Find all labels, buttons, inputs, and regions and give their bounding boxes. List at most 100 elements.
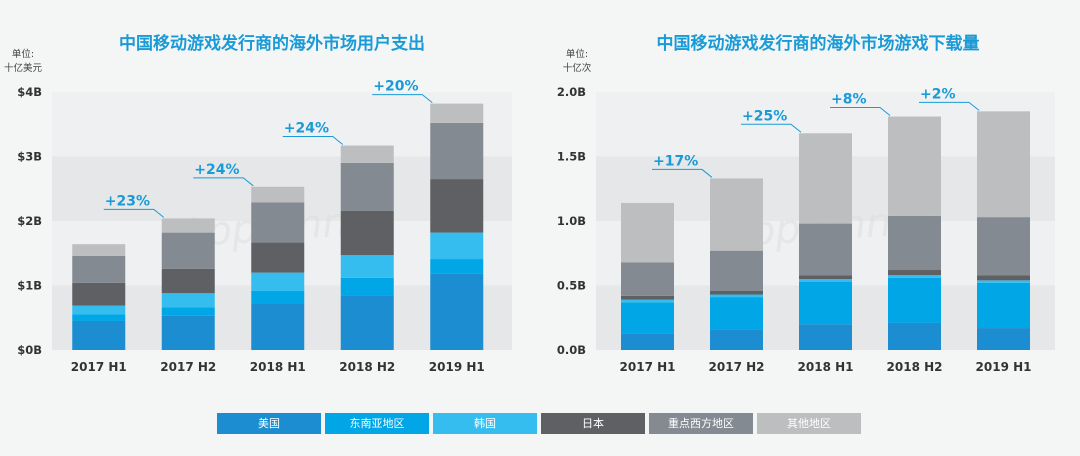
downloads-bar-us-3 bbox=[888, 322, 941, 350]
downloads-bar-southeast-asia-2 bbox=[799, 281, 852, 325]
downloads-bar-korea-3 bbox=[888, 275, 941, 278]
spend-category-label: 2018 H1 bbox=[250, 360, 306, 374]
downloads-bar-japan-2 bbox=[799, 275, 852, 280]
spend-growth-label: +23% bbox=[105, 193, 150, 209]
downloads-unit-label: 单位: bbox=[566, 48, 588, 60]
downloads-bar-southeast-asia-4 bbox=[977, 282, 1030, 329]
spend-unit-label: 单位: bbox=[12, 48, 34, 60]
spend-bar-southeast-asia-0 bbox=[72, 314, 126, 321]
legend-item-japan: 日本 bbox=[541, 413, 645, 434]
downloads-bar-japan-4 bbox=[977, 275, 1030, 281]
spend-bar-western-1 bbox=[161, 232, 215, 269]
downloads-category-label: 2018 H2 bbox=[887, 360, 943, 374]
downloads-bar-us-0 bbox=[621, 333, 674, 350]
downloads-bar-other-1 bbox=[710, 178, 763, 251]
spend-bar-southeast-asia-4 bbox=[430, 259, 484, 274]
spend-bar-korea-4 bbox=[430, 232, 484, 260]
downloads-bar-western-3 bbox=[888, 215, 941, 271]
spend-ytick-label: $2B bbox=[17, 214, 42, 228]
downloads-bar-us-1 bbox=[710, 329, 763, 350]
spend-bar-southeast-asia-2 bbox=[251, 290, 305, 304]
downloads-growth-label: +25% bbox=[742, 108, 787, 124]
downloads-growth-leader bbox=[830, 107, 891, 116]
spend-bar-western-4 bbox=[430, 122, 484, 180]
spend-bar-other-4 bbox=[430, 103, 484, 123]
spend-bar-us-4 bbox=[430, 273, 484, 350]
spend-growth-leader bbox=[372, 94, 433, 104]
legend-item-korea: 韩国 bbox=[433, 413, 537, 434]
spend-bar-korea-2 bbox=[251, 272, 305, 291]
spend-bar-other-1 bbox=[161, 218, 215, 233]
spend-growth-label: +24% bbox=[194, 162, 239, 178]
downloads-bar-western-2 bbox=[799, 223, 852, 276]
spend-ytick-label: $3B bbox=[17, 150, 42, 164]
spend-bar-southeast-asia-3 bbox=[340, 277, 394, 296]
downloads-bar-japan-0 bbox=[621, 295, 674, 300]
spend-category-label: 2018 H2 bbox=[339, 360, 395, 374]
downloads-category-label: 2018 H1 bbox=[798, 360, 854, 374]
spend-category-label: 2019 H1 bbox=[429, 360, 485, 374]
downloads-category-label: 2017 H1 bbox=[620, 360, 676, 374]
spend-bar-japan-0 bbox=[72, 282, 126, 306]
legend: 美国 东南亚地区 韩国 日本 重点西方地区 其他地区 bbox=[217, 413, 861, 434]
spend-chart-title: 中国移动游戏发行商的海外市场用户支出 bbox=[119, 33, 425, 54]
spend-bar-japan-1 bbox=[161, 268, 215, 294]
downloads-bar-japan-1 bbox=[710, 290, 763, 295]
spend-ytick-label: $1B bbox=[17, 279, 42, 293]
downloads-bar-korea-1 bbox=[710, 294, 763, 298]
downloads-bar-korea-4 bbox=[977, 280, 1030, 283]
spend-ytick-label: $4B bbox=[17, 85, 42, 99]
downloads-ytick-label: 2.0B bbox=[557, 85, 586, 99]
spend-bar-us-1 bbox=[161, 315, 215, 350]
spend-bar-japan-2 bbox=[251, 242, 305, 273]
spend-bar-other-2 bbox=[251, 186, 305, 203]
downloads-ytick-label: 0.0B bbox=[557, 343, 586, 357]
spend-growth-leader bbox=[193, 177, 254, 187]
legend-item-western-regions: 重点西方地区 bbox=[649, 413, 753, 434]
downloads-growth-leader bbox=[741, 123, 802, 133]
spend-bar-japan-3 bbox=[340, 210, 394, 256]
downloads-chart-title: 中国移动游戏发行商的海外市场游戏下载量 bbox=[657, 33, 980, 54]
downloads-bar-japan-3 bbox=[888, 270, 941, 276]
spend-growth-label: +20% bbox=[373, 79, 418, 95]
downloads-bar-southeast-asia-1 bbox=[710, 297, 763, 330]
spend-bar-southeast-asia-1 bbox=[161, 307, 215, 316]
downloads-growth-label: +17% bbox=[653, 153, 698, 169]
spend-bar-korea-0 bbox=[72, 305, 126, 315]
downloads-bar-southeast-asia-3 bbox=[888, 277, 941, 323]
spend-growth-leader bbox=[103, 208, 165, 218]
legend-item-us: 美国 bbox=[217, 413, 321, 434]
spend-category-label: 2017 H1 bbox=[71, 360, 127, 374]
spend-bar-us-3 bbox=[340, 295, 394, 350]
downloads-growth-leader bbox=[652, 168, 713, 178]
downloads-bar-korea-0 bbox=[621, 299, 674, 303]
downloads-unit-value: 十亿次 bbox=[563, 62, 592, 74]
downloads-bar-western-1 bbox=[710, 250, 763, 291]
downloads-growth-label: +8% bbox=[831, 92, 867, 108]
spend-bar-us-0 bbox=[72, 320, 126, 350]
downloads-growth-leader bbox=[919, 101, 980, 111]
legend-item-other-regions: 其他地区 bbox=[757, 413, 861, 434]
legend-item-southeast-asia: 东南亚地区 bbox=[325, 413, 429, 434]
spend-bar-western-3 bbox=[340, 162, 394, 211]
downloads-bar-other-0 bbox=[621, 202, 674, 263]
spend-bar-other-0 bbox=[72, 244, 126, 256]
spend-bar-korea-3 bbox=[340, 255, 394, 278]
downloads-ytick-label: 1.5B bbox=[557, 150, 586, 164]
downloads-ytick-label: 1.0B bbox=[557, 214, 586, 228]
spend-bar-western-0 bbox=[72, 255, 126, 283]
downloads-bar-us-2 bbox=[799, 324, 852, 350]
downloads-category-label: 2019 H1 bbox=[976, 360, 1032, 374]
downloads-bar-other-3 bbox=[888, 116, 941, 216]
spend-bar-western-2 bbox=[251, 202, 305, 243]
downloads-bar-western-4 bbox=[977, 217, 1030, 276]
downloads-bar-korea-2 bbox=[799, 279, 852, 282]
downloads-category-label: 2017 H2 bbox=[709, 360, 765, 374]
spend-bar-korea-1 bbox=[161, 293, 215, 308]
spend-ytick-label: $0B bbox=[17, 343, 42, 357]
downloads-bar-other-4 bbox=[977, 111, 1030, 218]
spend-growth-leader bbox=[282, 136, 344, 145]
downloads-bar-other-2 bbox=[799, 133, 852, 224]
downloads-bar-western-0 bbox=[621, 262, 674, 296]
